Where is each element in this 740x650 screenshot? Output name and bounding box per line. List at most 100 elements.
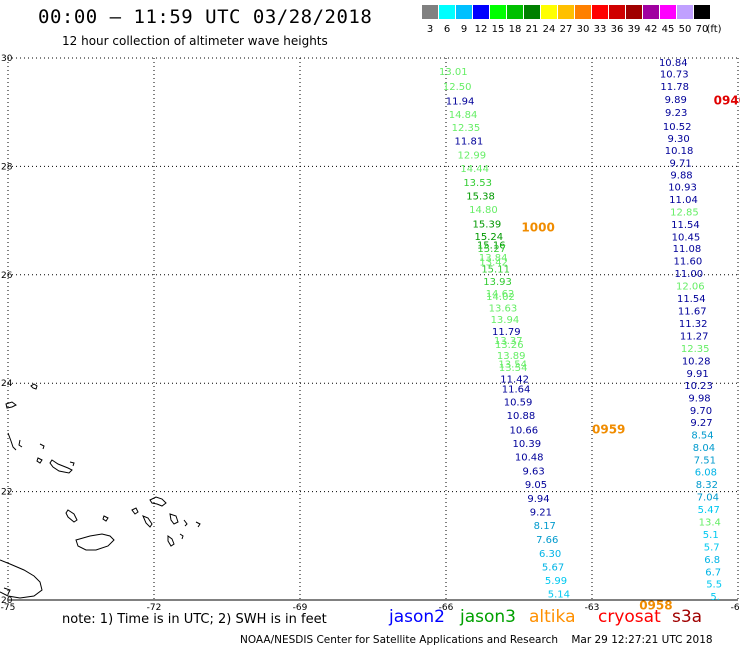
wave-height-value: 10.73 <box>660 70 689 81</box>
wave-height-value: 14.62 <box>486 289 515 300</box>
island-outline <box>39 443 45 450</box>
satellite-label-cryosat: cryosat <box>598 607 661 627</box>
legend-label: 9 <box>460 24 468 35</box>
wave-height-value: 11.78 <box>660 82 689 93</box>
wave-height-value: 13.01 <box>439 67 468 78</box>
lon-tick-label: -75 <box>1 603 16 613</box>
wave-height-value: 5.67 <box>542 562 564 573</box>
legend-swatch <box>677 5 693 19</box>
wave-height-value: 6.30 <box>539 549 561 560</box>
wave-height-value: 13.63 <box>489 303 518 314</box>
wave-height-value: 15.38 <box>466 192 495 203</box>
legend-label: 36 <box>610 24 624 35</box>
time-marker: 0959 <box>592 422 625 436</box>
legend-swatch <box>575 5 591 19</box>
lat-tick-label: 26 <box>1 271 13 281</box>
legend-swatch <box>473 5 489 19</box>
wave-height-value: 10.39 <box>512 439 541 450</box>
legend-swatch <box>643 5 659 19</box>
wave-height-value: 7.04 <box>697 492 719 503</box>
satellite-label-s3a: s3a <box>672 607 703 627</box>
wave-height-value: 11.54 <box>671 220 700 231</box>
wave-height-value: 11.79 <box>492 327 521 338</box>
island-outline <box>195 521 201 528</box>
wave-height-value: 9.23 <box>665 108 687 119</box>
wave-height-value: 10.48 <box>515 452 544 463</box>
graticule <box>7 57 739 601</box>
wave-height-value: 11.08 <box>673 244 702 255</box>
wave-height-value: 15.16 <box>477 240 506 251</box>
island-outline <box>169 513 179 525</box>
wave-height-value: 9.94 <box>527 494 549 505</box>
wave-height-value: 6.8 <box>704 555 720 566</box>
wave-height-value: 11.67 <box>678 307 707 318</box>
island-outline <box>167 535 175 547</box>
hispaniola-coast <box>0 559 43 599</box>
legend-label: 3 <box>426 24 434 35</box>
bermuda-island <box>30 383 38 390</box>
time-marker: 1000 <box>521 221 554 235</box>
island-outline <box>49 459 73 474</box>
legend-label: 70 <box>695 24 709 35</box>
wave-height-value: 11.42 <box>500 374 529 385</box>
lon-tick-label: -72 <box>147 603 162 613</box>
legend-label: 15 <box>491 24 505 35</box>
island-outline <box>69 461 75 467</box>
lon-tick-label: -66 <box>439 603 454 613</box>
wave-height-value: 5.99 <box>545 576 567 587</box>
wave-height-value: 10.45 <box>672 232 701 243</box>
wave-height-value: 9.71 <box>669 159 691 170</box>
map-subtitle: 12 hour collection of altimeter wave hei… <box>62 34 328 48</box>
wave-height-value: 10.59 <box>504 398 533 409</box>
wave-height-value: 9.89 <box>665 95 687 106</box>
wave-height-value: 10.18 <box>665 146 694 157</box>
lat-tick-label: 20 <box>1 596 13 606</box>
wave-height-value: 9.91 <box>686 369 708 380</box>
wave-height-value: 14.80 <box>469 205 498 216</box>
wave-height-value: 13.53 <box>463 178 492 189</box>
wave-height-value: 15.27 <box>477 244 506 255</box>
island-outline <box>65 509 78 523</box>
wave-height-value: 13.37 <box>494 336 523 347</box>
wave-height-value: 10.93 <box>668 182 697 193</box>
wave-height-value: 12.35 <box>452 123 481 134</box>
wave-height-value: 5.47 <box>698 505 720 516</box>
wave-height-value: 12.06 <box>676 282 705 293</box>
legend-label: 27 <box>559 24 573 35</box>
legend-swatch <box>490 5 506 19</box>
wave-height-value: 12.85 <box>670 207 699 218</box>
island-outline <box>179 533 184 540</box>
wave-height-value: 11.81 <box>455 136 484 147</box>
legend-swatch <box>694 5 710 19</box>
wave-height-value: 8.17 <box>534 521 556 532</box>
legend-label: 50 <box>678 24 692 35</box>
wave-height-value: 8.04 <box>693 443 715 454</box>
legend-swatch <box>660 5 676 19</box>
wave-height-value: 13.26 <box>495 340 524 351</box>
island-outline <box>75 533 115 551</box>
island-outline <box>7 432 17 451</box>
island-outline <box>3 587 11 595</box>
coastline <box>0 383 201 599</box>
wave-height-value: 13.42 <box>479 257 508 268</box>
wave-height-value: 15.11 <box>481 264 510 275</box>
legend-swatch <box>422 5 438 19</box>
wave-height-value: 10.23 <box>684 381 713 392</box>
footer-note: note: 1) Time is in UTC; 2) SWH is in fe… <box>62 612 327 627</box>
wave-height-value: 13.89 <box>497 351 526 362</box>
legend-label: 39 <box>627 24 641 35</box>
legend-label: 21 <box>525 24 539 35</box>
wave-height-value: 9.63 <box>522 466 544 477</box>
lon-tick-label: -60 <box>731 603 740 613</box>
wave-height-value: 12.35 <box>681 344 710 355</box>
footer-credit: NOAA/NESDIS Center for Satellite Applica… <box>240 634 713 646</box>
wave-height-value: 9.30 <box>667 134 689 145</box>
wave-height-value: 14.02 <box>486 292 515 303</box>
wave-height-value: 5.1 <box>703 530 719 541</box>
wave-height-value: 8.54 <box>691 431 713 442</box>
wave-height-value: 13.4 <box>699 517 721 528</box>
lat-tick-label: 30 <box>1 54 13 64</box>
time-markers: 09401000C09590958 <box>521 93 740 612</box>
island-outline <box>102 515 109 522</box>
